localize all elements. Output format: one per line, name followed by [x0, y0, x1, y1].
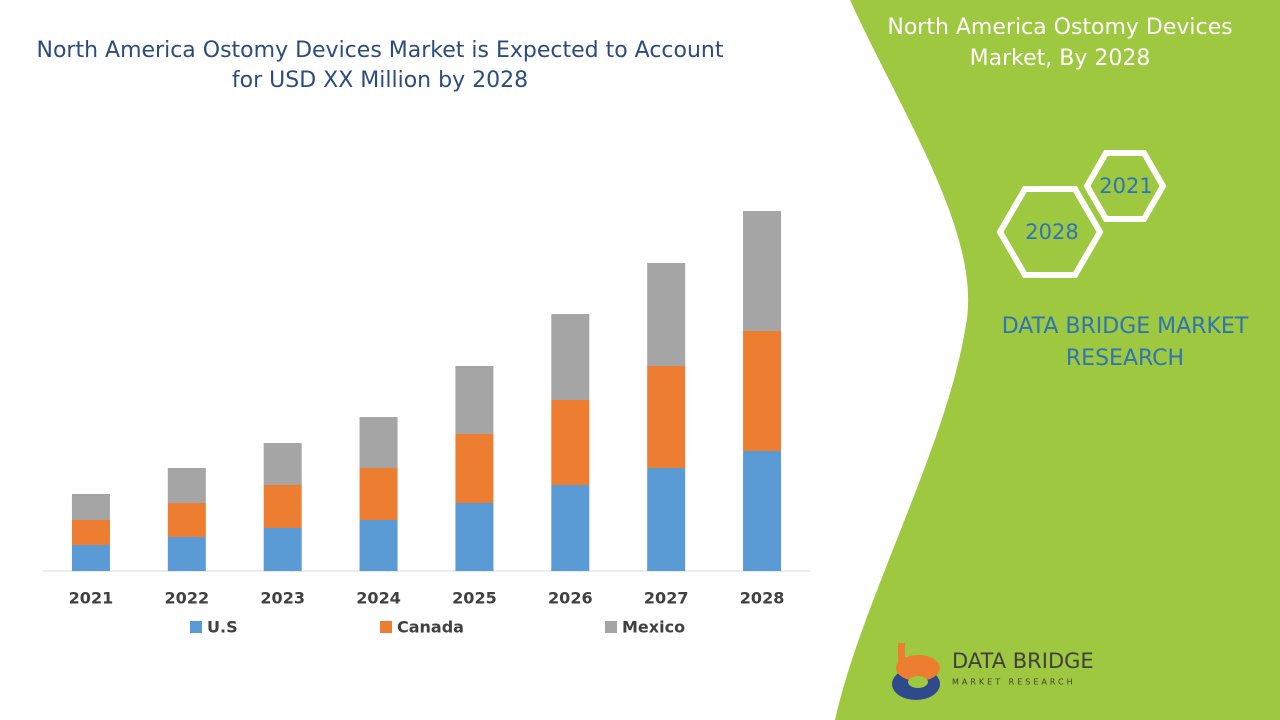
- legend-label: U.S: [207, 618, 238, 637]
- bar-segment: [263, 485, 302, 528]
- bar-segment: [167, 503, 206, 537]
- bar-segment: [647, 263, 686, 366]
- x-tick-label: 2021: [69, 589, 114, 608]
- bar-segment: [359, 468, 398, 520]
- x-tick-label: 2027: [644, 589, 689, 608]
- bar-segment: [455, 434, 494, 503]
- bar-segment: [743, 451, 782, 571]
- legend-swatch: [190, 621, 202, 633]
- legend-swatch: [605, 621, 617, 633]
- bar-segment: [359, 417, 398, 468]
- bar-segment: [167, 537, 206, 571]
- x-tick-label: 2028: [740, 589, 785, 608]
- logo-tagline: MARKET RESEARCH: [952, 678, 1076, 687]
- logo-hole: [908, 676, 928, 688]
- side-panel: [835, 0, 1280, 720]
- x-tick-label: 2023: [260, 589, 305, 608]
- x-tick-label: 2024: [356, 589, 401, 608]
- bar-segment: [71, 520, 110, 545]
- bar-segment: [71, 545, 110, 571]
- legend-label: Canada: [397, 618, 464, 637]
- chart-title: North America Ostomy Devices Market is E…: [36, 38, 724, 93]
- hexagon: [996, 186, 1104, 278]
- legend-swatch: [380, 621, 392, 633]
- bar-segment: [455, 366, 494, 434]
- logo-name: DATA BRIDGE: [952, 649, 1094, 673]
- hexagon: [1083, 150, 1167, 222]
- bar-segment: [551, 314, 590, 400]
- brand-text: DATA BRIDGE MARKET RESEARCH: [1001, 314, 1249, 371]
- bar-segment: [551, 485, 590, 571]
- bar-segment: [647, 366, 686, 468]
- panel-title: North America Ostomy Devices Market, By …: [887, 15, 1233, 71]
- bar-segment: [71, 494, 110, 520]
- bar-segment: [455, 503, 494, 571]
- bar-segment: [647, 468, 686, 571]
- bar-segment: [743, 211, 782, 331]
- hexagon-label: 2028: [1025, 220, 1078, 244]
- hexagon-label: 2021: [1099, 174, 1152, 198]
- bar-segment: [743, 331, 782, 451]
- bar-segment: [359, 520, 398, 571]
- logo-arc: [896, 655, 940, 681]
- legend-label: Mexico: [622, 618, 685, 637]
- x-tick-label: 2025: [452, 589, 497, 608]
- logo-icon: [892, 643, 940, 700]
- bar-segment: [263, 528, 302, 571]
- x-tick-label: 2026: [548, 589, 593, 608]
- bar-segment: [551, 400, 590, 485]
- bar-segment: [263, 443, 302, 485]
- x-tick-label: 2022: [165, 589, 210, 608]
- bar-segment: [167, 468, 206, 503]
